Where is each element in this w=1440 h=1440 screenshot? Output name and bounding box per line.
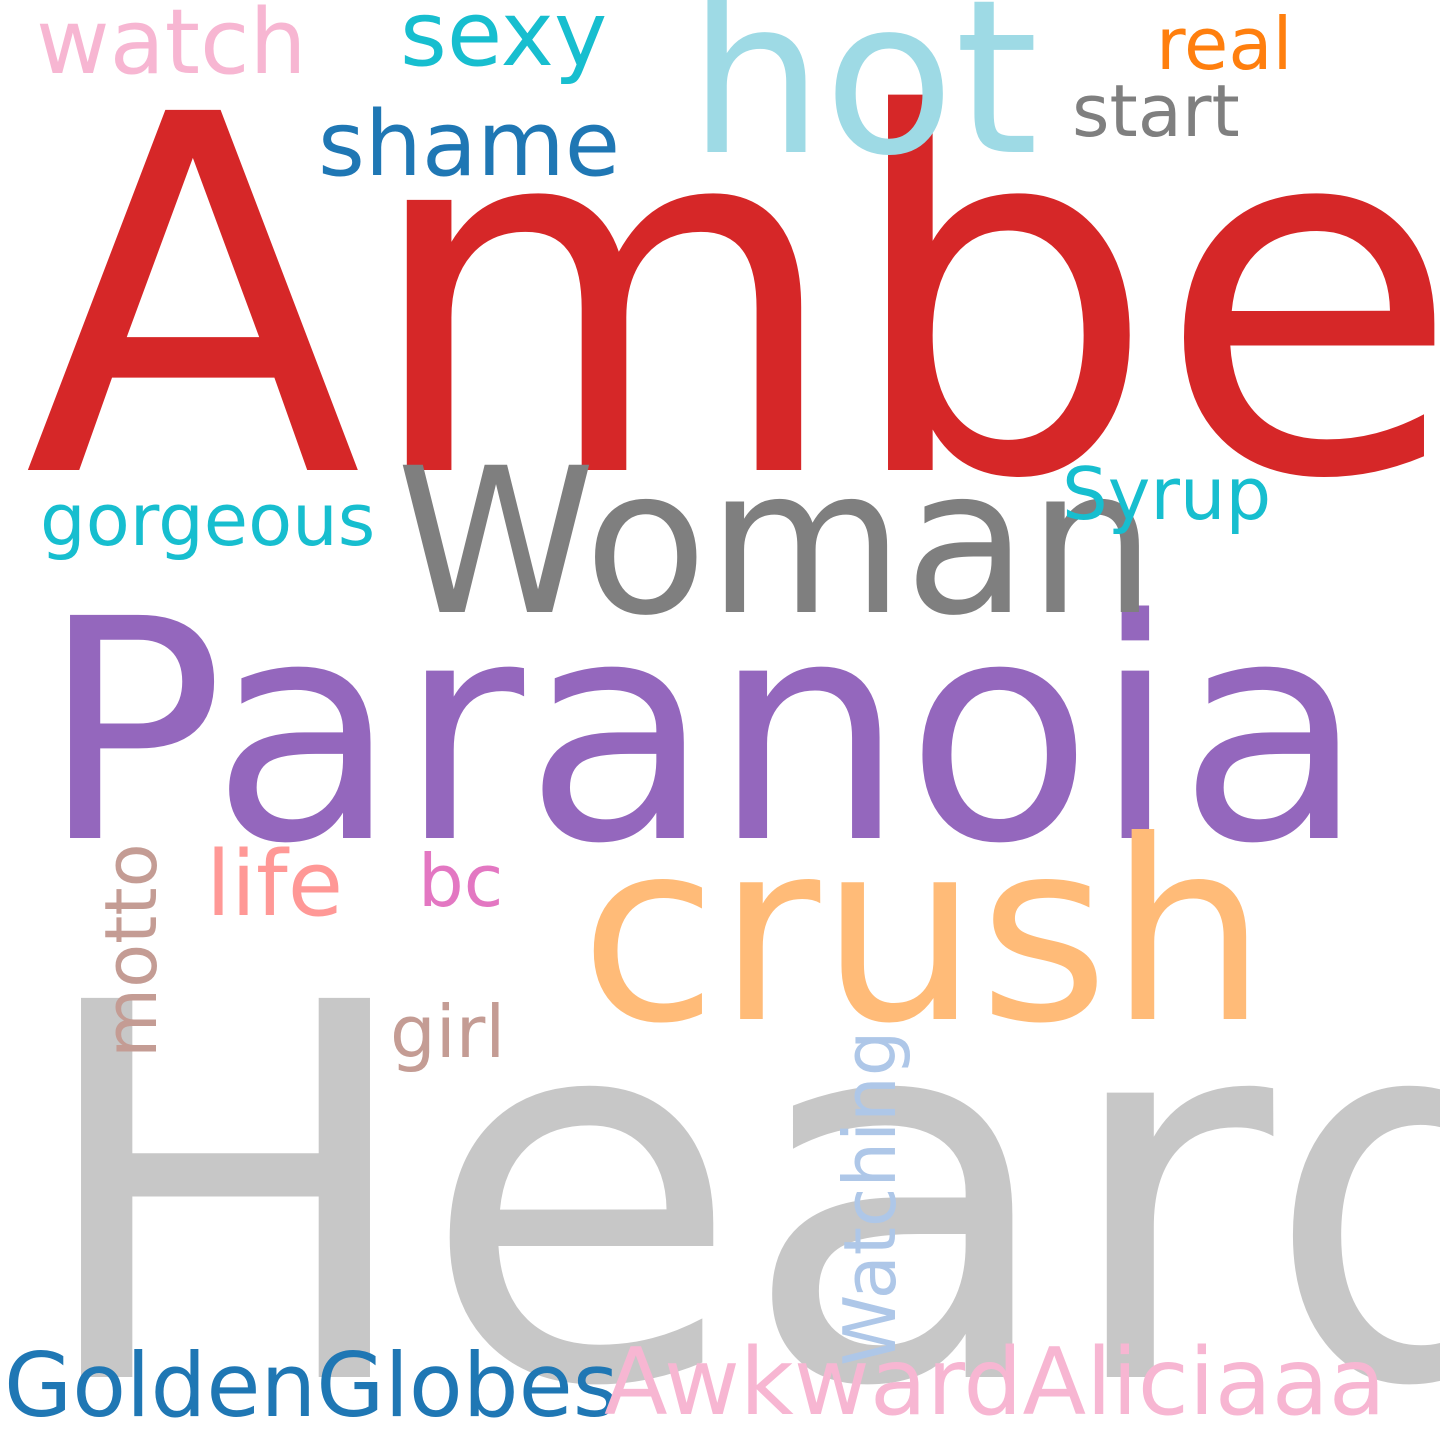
word-goldenglobes: GoldenGlobes	[4, 1334, 619, 1437]
word-heard: Heard	[30, 894, 1440, 1440]
word-real: real	[1156, 2, 1293, 86]
word-life: life	[206, 832, 344, 937]
word-awkwardaliciaaa: AwkwardAliciaaa	[604, 1328, 1386, 1436]
word-motto: motto	[89, 843, 173, 1058]
word-paranoia: Paranoia	[40, 555, 1366, 911]
word-amber: Amber	[24, 11, 1440, 587]
word-crush: crush	[580, 787, 1268, 1078]
word-watching: Watching	[828, 1030, 912, 1367]
word-shame: shame	[318, 92, 621, 197]
word-woman: Woman	[396, 424, 1157, 660]
word-gorgeous: gorgeous	[40, 478, 376, 562]
word-bc: bc	[418, 839, 504, 923]
word-start: start	[1072, 69, 1240, 153]
word-girl: girl	[390, 990, 506, 1074]
word-syrup: Syrup	[1062, 452, 1272, 536]
word-sexy: sexy	[400, 0, 608, 87]
word-watch: watch	[36, 0, 307, 95]
word-hot: hot	[688, 0, 1039, 203]
